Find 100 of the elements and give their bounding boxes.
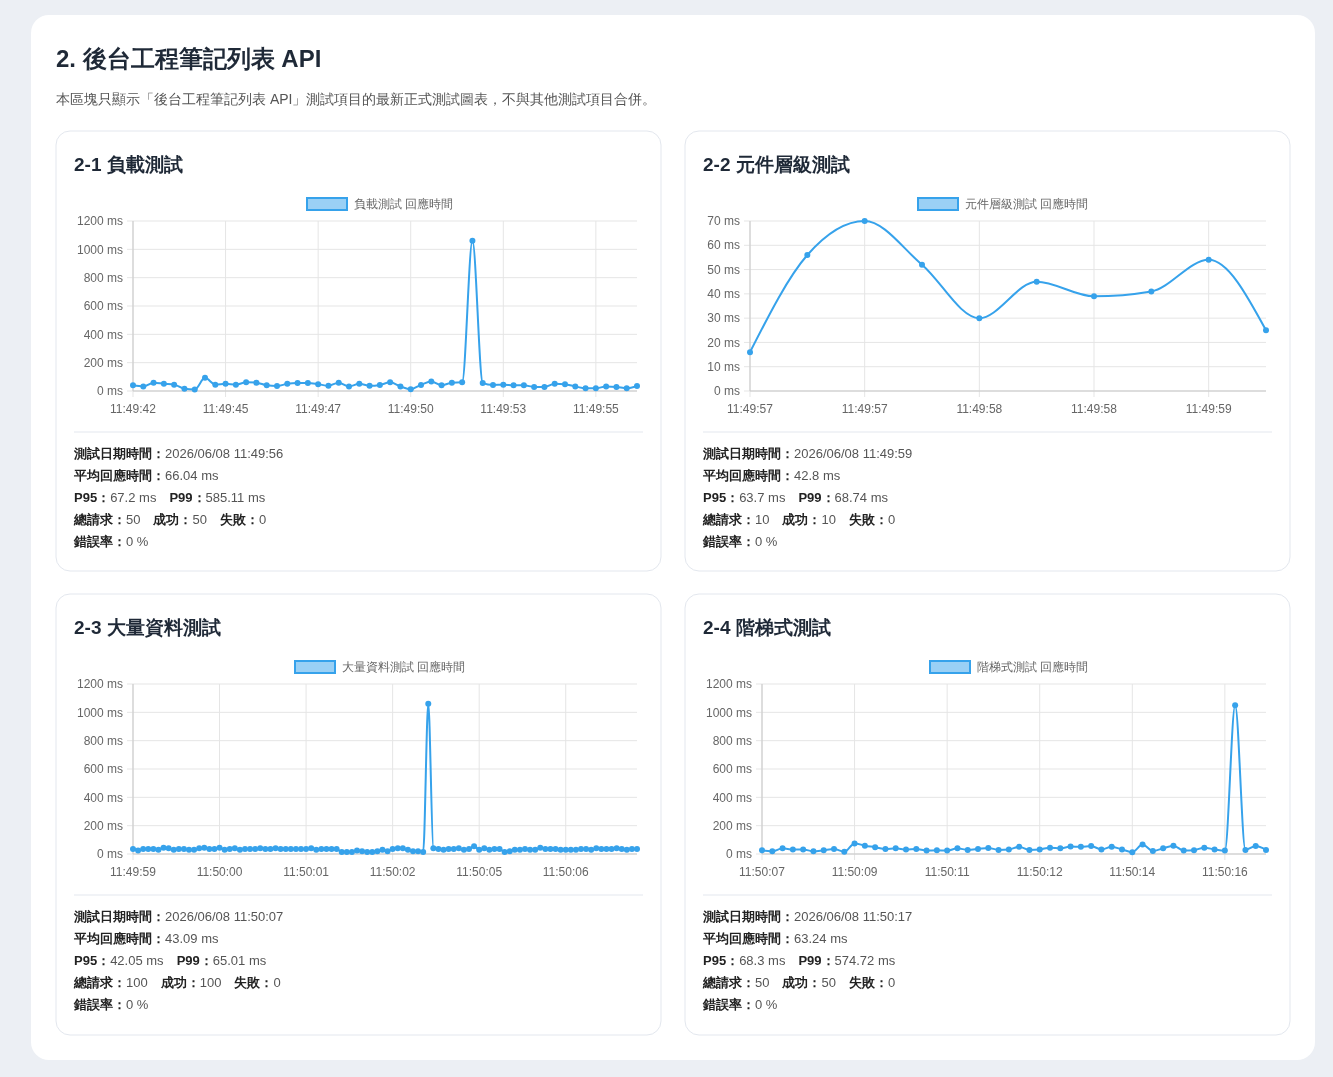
point: [861, 218, 868, 224]
point: [222, 380, 229, 387]
point: [747, 349, 753, 356]
point: [243, 379, 250, 386]
point: [1263, 327, 1269, 334]
point: [810, 848, 817, 855]
y-tick-label: 70 ms: [707, 214, 740, 229]
point: [531, 383, 538, 390]
point: [779, 845, 786, 852]
text: 總請求：50 成功：50 失敗：0: [73, 512, 267, 527]
point: [1005, 846, 1012, 853]
x-tick-label: 11:49:50: [387, 402, 434, 416]
point: [1036, 846, 1043, 853]
point: [1191, 847, 1197, 854]
text: P95：63.7 ms P99：68.74 ms: [703, 490, 889, 505]
point: [140, 383, 147, 390]
legend-label: 負載測試 回應時間: [354, 197, 454, 211]
x-tick-label: 11:49:55: [572, 402, 620, 416]
text: 錯誤率：0 %: [702, 534, 778, 549]
point: [1033, 278, 1040, 285]
point: [933, 847, 940, 854]
x-tick-label: 11:49:42: [110, 402, 157, 416]
point: [1026, 846, 1033, 853]
text: 測試日期時間：2026/06/08 11:50:17: [702, 909, 913, 924]
point: [232, 381, 239, 388]
text: P95：42.05 ms P99：65.01 ms: [74, 953, 267, 968]
text: 平均回應時間：66.04 ms: [73, 468, 219, 483]
y-tick-label: 1000 ms: [76, 242, 123, 257]
y-tick-label: 200 ms: [712, 818, 752, 833]
point: [1149, 848, 1156, 855]
point: [1129, 849, 1136, 856]
point: [356, 380, 363, 387]
x-tick-label: 11:50:06: [542, 865, 589, 879]
point: [346, 383, 352, 390]
point: [418, 381, 424, 388]
y-tick-label: 800 ms: [83, 733, 123, 748]
x-tick-label: 11:49:57: [841, 402, 888, 416]
x-tick-label: 11:49:53: [480, 402, 527, 416]
y-tick-label: 20 ms: [707, 335, 740, 350]
point: [294, 380, 301, 387]
point: [551, 380, 558, 387]
point: [130, 382, 136, 389]
point: [851, 840, 858, 847]
y-tick-label: 30 ms: [707, 311, 740, 326]
point: [1232, 702, 1239, 709]
point: [191, 386, 198, 393]
point: [1057, 845, 1064, 852]
point: [976, 315, 983, 322]
text: 2. 後台工程筆記列表 API: [56, 45, 322, 72]
point: [1205, 256, 1212, 263]
text: P95：67.2 ms P99：585.11 ms: [74, 490, 266, 505]
point: [335, 379, 342, 386]
point: [520, 382, 527, 389]
y-tick-label: 0 ms: [713, 384, 740, 399]
point: [831, 846, 837, 853]
point: [325, 382, 332, 389]
x-tick-label: 11:49:47: [295, 402, 342, 416]
y-tick-label: 800 ms: [83, 270, 123, 285]
point: [954, 845, 961, 852]
y-tick-label: 1200 ms: [76, 214, 123, 229]
point: [479, 380, 486, 387]
point: [160, 380, 167, 387]
text: 本區塊只顯示「後台工程筆記列表 API」測試項目的最新正式測試圖表，不與其他測試項目合併。: [56, 91, 657, 107]
point: [944, 847, 951, 854]
point: [1088, 843, 1095, 850]
point: [800, 846, 807, 853]
text: 總請求：50 成功：50 失敗：0: [702, 975, 896, 990]
chart-title: 2-3 大量資料測試: [74, 617, 221, 638]
point: [181, 385, 188, 392]
y-tick-label: 1200 ms: [705, 677, 752, 692]
point: [892, 845, 899, 852]
point: [759, 847, 765, 854]
y-tick-label: 600 ms: [712, 762, 752, 777]
point: [613, 383, 620, 390]
point: [366, 382, 373, 389]
x-tick-label: 11:50:00: [196, 865, 243, 879]
x-tick-label: 11:50:05: [456, 865, 503, 879]
point: [964, 846, 971, 853]
text: 測試日期時間：2026/06/08 11:49:56: [73, 446, 284, 461]
point: [376, 381, 383, 388]
text: P95：68.3 ms P99：574.72 ms: [703, 953, 896, 968]
y-tick-label: 40 ms: [707, 287, 740, 302]
point: [1148, 288, 1155, 295]
x-tick-label: 11:50:01: [283, 865, 330, 879]
point: [769, 848, 776, 855]
x-tick-label: 11:49:59: [1185, 402, 1232, 416]
point: [975, 846, 981, 853]
point: [572, 383, 579, 390]
point: [202, 374, 208, 381]
point: [1091, 293, 1097, 300]
point: [1119, 846, 1125, 853]
x-tick-label: 11:49:57: [727, 402, 774, 416]
point: [820, 847, 827, 854]
point: [171, 381, 178, 388]
point: [428, 378, 435, 385]
point: [490, 381, 496, 388]
x-tick-label: 11:50:16: [1201, 865, 1249, 879]
text: 平均回應時間：63.24 ms: [702, 931, 848, 946]
y-tick-label: 800 ms: [712, 733, 752, 748]
x-tick-label: 11:49:45: [202, 402, 249, 416]
